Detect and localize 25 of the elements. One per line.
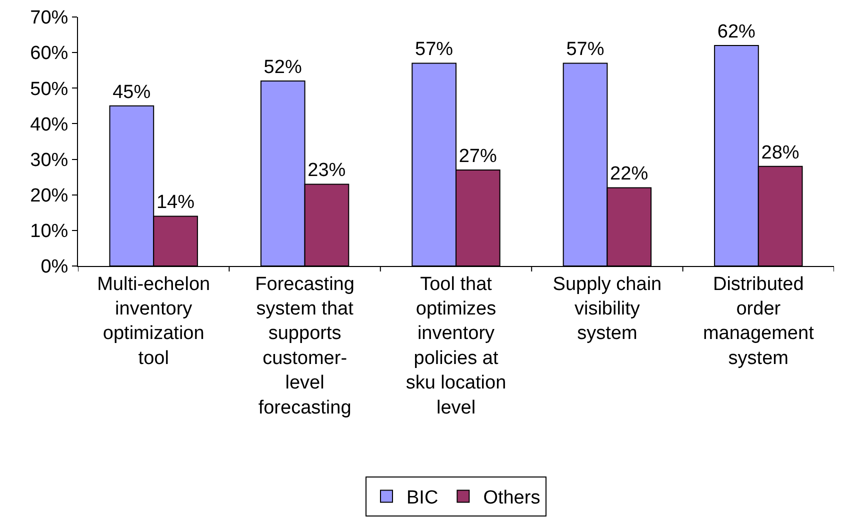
y-tick-label: 20% [30, 186, 68, 207]
data-label: 14% [156, 192, 195, 214]
data-label: 28% [761, 142, 800, 164]
y-tick-label: 70% [30, 8, 68, 29]
y-tick-label: 40% [30, 114, 68, 136]
data-label: 27% [458, 146, 497, 167]
data-label: 57% [415, 39, 454, 60]
x-tick-label: Supply chain visibility system [552, 274, 662, 344]
data-label: 62% [717, 21, 756, 42]
x-tick-label: Forecasting system that supports customer-level forecasting [255, 274, 354, 418]
x-tick-label: Distributed order management system [702, 274, 815, 369]
y-tick-label: 30% [30, 150, 68, 171]
legend-label: BIC [406, 488, 438, 509]
y-tick-label: 0% [40, 256, 68, 278]
legend-label: Others [483, 488, 540, 509]
x-tick-label: Multi-echelon inventory optimization tool [97, 274, 210, 369]
data-label: 57% [566, 39, 604, 60]
data-label: 52% [264, 57, 302, 78]
y-tick-label: 50% [30, 78, 68, 100]
data-label: 22% [610, 164, 648, 185]
data-label: 45% [112, 82, 151, 103]
data-label: 23% [308, 160, 346, 182]
x-tick-label: Tool that optimizes inventory policies at sku location level [406, 274, 506, 418]
y-tick-label: 10% [30, 221, 68, 242]
y-tick-label: 60% [30, 43, 68, 64]
